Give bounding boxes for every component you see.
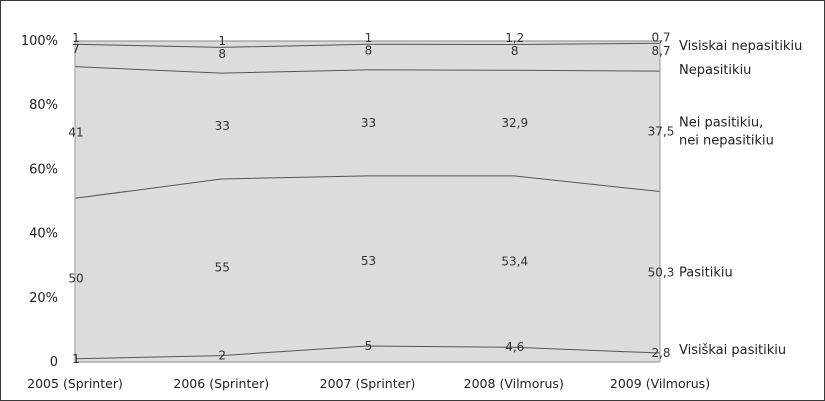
data-label-visiskai-nepasitikiu: 1,2 [505,31,524,45]
legend-entry-nei-pasitikiu-nei-nepasitikiu: Nei pasitikiu, [679,115,763,130]
data-label-nei-pasitikiu-nei-nepasitikiu: 33 [215,119,230,133]
x-tick-label: 2005 (Sprinter) [27,376,123,391]
data-label-pasitikiu: 55 [215,260,230,274]
series-boundary-nei-pasitikiu-nei-nepasitikiu [74,66,661,74]
data-label-visiskai-pasitikiu: 1 [72,352,80,366]
y-tick-label: 0 [50,355,58,370]
data-label-visiskai-pasitikiu: 2 [218,349,226,363]
series-boundary-pasitikiu [74,175,661,199]
y-tick-label: 80% [29,98,58,113]
x-tick-label: 2006 (Sprinter) [173,376,269,391]
legend-entry-pasitikiu: Pasitikiu [679,265,733,280]
data-label-pasitikiu: 53 [361,254,376,268]
data-label-nepasitikiu: 8 [218,47,226,61]
series-boundary-nepasitikiu [74,42,661,48]
data-label-visiskai-pasitikiu: 2,8 [651,346,670,360]
data-label-visiskai-nepasitikiu: 0,7 [651,30,670,44]
data-label-nepasitikiu: 8 [511,44,519,58]
data-label-visiskai-pasitikiu: 4,6 [505,340,524,354]
data-label-nei-pasitikiu-nei-nepasitikiu: 33 [361,116,376,130]
legend-entry-nepasitikiu: Nepasitikiu [679,63,751,78]
data-label-nei-pasitikiu-nei-nepasitikiu: 37,5 [648,124,675,138]
y-tick-label: 60% [29,162,58,177]
legend-entry-visiskai-pasitikiu: Visiškai pasitikiu [679,343,786,358]
x-tick-label: 2007 (Sprinter) [320,376,416,391]
data-label-pasitikiu: 53,4 [501,255,528,269]
legend-entry-visiskai-nepasitikiu: Visiskai nepasitikiu [679,39,802,54]
data-label-nepasitikiu: 8 [365,44,373,58]
y-tick-label: 100% [21,34,58,49]
data-label-visiskai-nepasitikiu: 1 [365,31,373,45]
legend-entry-nei-pasitikiu-nei-nepasitikiu: nei nepasitikiu [679,133,774,148]
data-label-nei-pasitikiu-nei-nepasitikiu: 32,9 [501,116,528,130]
data-label-nepasitikiu: 7 [72,42,80,56]
data-label-nepasitikiu: 8,7 [651,44,670,58]
plot-area-fill [75,41,660,362]
x-tick-label: 2009 (Vilmorus) [610,376,710,391]
data-label-pasitikiu: 50,3 [648,265,675,279]
series-boundary-visiskai-pasitikiu [74,345,661,360]
y-tick-label: 40% [29,227,58,242]
data-label-visiskai-pasitikiu: 5 [365,339,373,353]
data-label-visiskai-nepasitikiu: 1 [72,31,80,45]
x-tick-label: 2008 (Vilmorus) [464,376,564,391]
data-label-pasitikiu: 50 [68,272,83,286]
data-label-visiskai-nepasitikiu: 1 [218,34,226,48]
y-tick-label: 20% [29,291,58,306]
data-label-nei-pasitikiu-nei-nepasitikiu: 41 [68,125,83,139]
